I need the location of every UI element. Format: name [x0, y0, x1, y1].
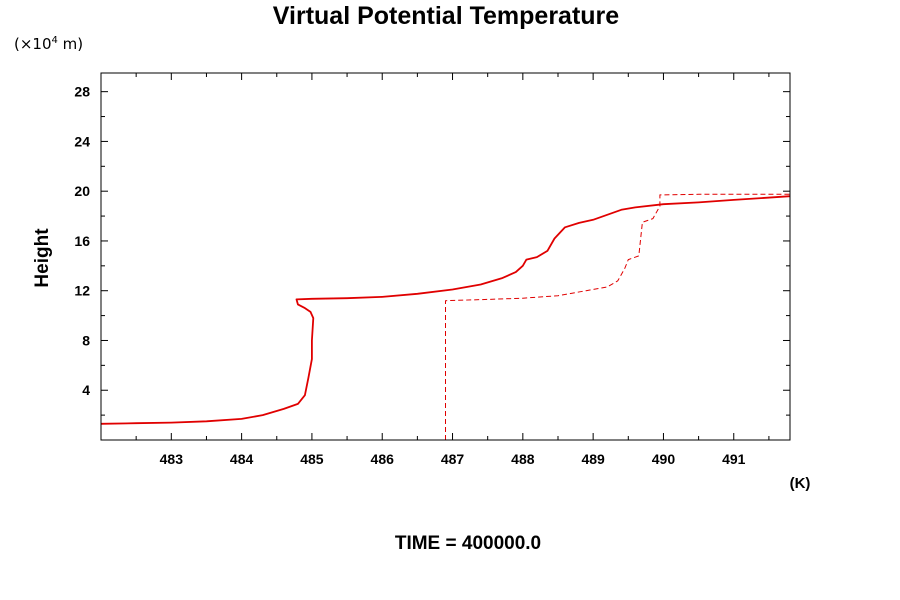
series-line-2-dashed [445, 193, 790, 440]
y-tick-label: 16 [74, 233, 90, 249]
x-tick-label: 490 [652, 451, 676, 467]
x-tick-label: 489 [581, 451, 605, 467]
x-tick-label: 484 [230, 451, 254, 467]
y-tick-label: 4 [82, 382, 90, 398]
x-tick-label: 491 [722, 451, 746, 467]
plot-frame [100, 72, 791, 441]
y-tick-label: 12 [74, 283, 90, 299]
y-unit-prefix: (×10 [14, 35, 52, 53]
y-axis-label: Height [32, 228, 53, 288]
y-tick-label: 8 [82, 332, 90, 348]
x-tick-label: 483 [160, 451, 184, 467]
y-tick-label: 20 [74, 183, 90, 199]
x-tick-label: 487 [441, 451, 465, 467]
series-line-1-solid [100, 195, 791, 425]
y-unit-exponent: 4 [52, 35, 58, 46]
y-tick-label: 24 [74, 133, 90, 149]
chart-title: Virtual Potential Temperature [273, 2, 619, 30]
plot-area: 483 484 485 486 487 488 489 490 491 4 8 12 16 20 24 28 [74, 72, 791, 467]
x-tick-label: 488 [511, 451, 535, 467]
y-tick-label: 28 [74, 84, 90, 100]
x-tick-label: 486 [371, 451, 395, 467]
x-axis-label: (K) [790, 475, 811, 492]
x-tick-label: 485 [300, 451, 324, 467]
time-footer: TIME = 400000.0 [395, 533, 541, 554]
y-unit-label: (×104 m) [14, 35, 83, 53]
y-unit-suffix: m) [58, 35, 83, 53]
